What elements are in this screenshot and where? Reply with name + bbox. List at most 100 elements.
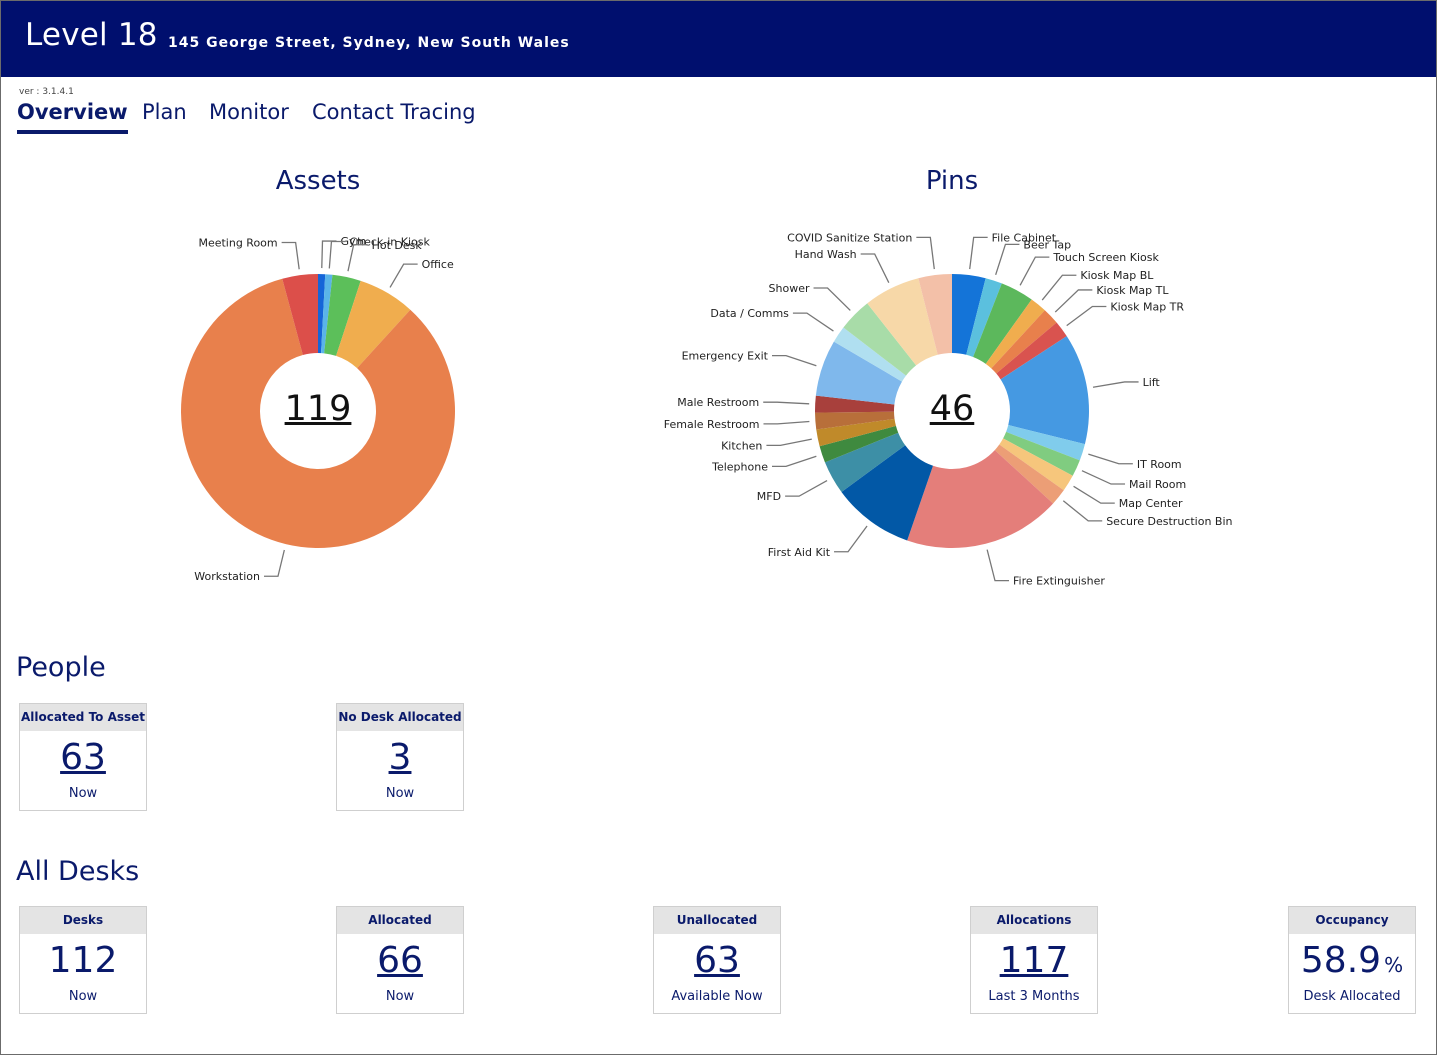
all-desks-section-title: All Desks: [16, 856, 140, 887]
card-desks: Desks 112 Now: [19, 906, 147, 1014]
leader-line: [771, 455, 817, 468]
card-value-link[interactable]: 3: [388, 737, 412, 778]
card-value-link[interactable]: 63: [694, 940, 740, 981]
card-allocations: Allocations 117 Last 3 Months: [970, 906, 1098, 1014]
slice-secure-destruction-bin[interactable]: [994, 444, 1064, 504]
slice-label: Kiosk Map TR: [1110, 300, 1184, 313]
leader-line: [1088, 453, 1133, 465]
leader-line: [281, 241, 300, 270]
slice-label: Meeting Room: [198, 236, 277, 249]
slice-label: Data / Comms: [710, 307, 789, 320]
leader-line: [995, 243, 1020, 276]
leader-line: [763, 401, 810, 405]
leader-line: [834, 525, 868, 553]
slice-mfd[interactable]: [824, 432, 906, 492]
card-subtitle: Now: [68, 786, 98, 801]
card-unallocated: Unallocated 63 Available Now: [653, 906, 781, 1014]
leader-line: [1081, 470, 1126, 485]
slice-label: File Cabinet: [992, 231, 1057, 244]
assets-total-link[interactable]: 119: [284, 389, 352, 429]
slice-lift[interactable]: [1000, 336, 1089, 445]
slice-data-comms[interactable]: [833, 327, 907, 382]
slice-meeting-room[interactable]: [282, 274, 318, 356]
slice-kiosk-map-tr[interactable]: [996, 322, 1067, 380]
slice-file-cabinet[interactable]: [952, 274, 986, 355]
leader-line: [1073, 485, 1115, 504]
leader-line: [969, 236, 988, 270]
card-subtitle: Last 3 Months: [988, 989, 1080, 1004]
slice-label: Female Restroom: [664, 418, 760, 431]
card-header: Allocated To Asset: [20, 704, 146, 731]
slice-label: Beer Tap: [1023, 238, 1071, 251]
card-header: Allocations: [971, 907, 1097, 934]
people-section-title: People: [16, 652, 106, 683]
slice-it-room[interactable]: [1006, 425, 1085, 461]
pins-chart-title: Pins: [925, 166, 979, 196]
slice-kiosk-map-bl[interactable]: [985, 299, 1045, 369]
slice-label: Map Center: [1119, 497, 1183, 510]
slice-office[interactable]: [336, 280, 411, 369]
slice-shower[interactable]: [843, 303, 917, 376]
slice-male-restroom[interactable]: [815, 395, 895, 413]
slice-covid-sanitize-station[interactable]: [918, 274, 952, 355]
slice-label: Touch Screen Kiosk: [1052, 251, 1159, 264]
tab-contact-tracing[interactable]: Contact Tracing: [312, 100, 476, 124]
slice-touch-screen-kiosk[interactable]: [973, 283, 1032, 364]
card-allocated: Allocated 66 Now: [336, 906, 464, 1014]
tab-overview[interactable]: Overview: [17, 100, 128, 134]
card-header: Unallocated: [654, 907, 780, 934]
leader-line: [347, 244, 368, 272]
slice-workstation[interactable]: [181, 278, 456, 548]
slice-label: Hand Wash: [795, 248, 857, 261]
slice-kiosk-map-tl[interactable]: [991, 310, 1057, 374]
slice-telephone[interactable]: [819, 425, 899, 463]
slice-hot-desk[interactable]: [324, 274, 361, 356]
slice-label: Mail Room: [1129, 478, 1186, 491]
version-label: ver : 3.1.4.1: [19, 87, 74, 97]
slice-check-in-kiosk[interactable]: [321, 274, 333, 354]
leader-line: [813, 287, 851, 311]
slice-label: MFD: [757, 490, 781, 503]
slice-label: Secure Destruction Bin: [1106, 515, 1232, 528]
pins-total-link[interactable]: 46: [929, 389, 975, 429]
card-value-link[interactable]: 117: [999, 940, 1069, 981]
leader-line: [389, 263, 418, 288]
slice-label: Kitchen: [721, 439, 762, 452]
percent-unit: %: [1384, 953, 1404, 977]
slice-kitchen[interactable]: [816, 418, 896, 447]
leader-line: [1041, 274, 1077, 301]
card-header: Desks: [20, 907, 146, 934]
slice-label: Check-in Kiosk: [349, 236, 430, 249]
slice-label: Office: [422, 258, 454, 271]
card-subtitle: Now: [385, 989, 415, 1004]
page-title: Level 18: [25, 17, 158, 53]
leader-line: [1092, 381, 1139, 388]
card-value-link[interactable]: 63: [60, 737, 106, 778]
leader-line: [771, 354, 817, 367]
leader-line: [916, 236, 935, 270]
slice-first-aid-kit[interactable]: [841, 445, 934, 541]
slice-emergency-exit[interactable]: [815, 341, 902, 405]
tab-plan[interactable]: Plan: [142, 100, 187, 124]
leader-line: [766, 438, 812, 447]
slice-female-restroom[interactable]: [815, 411, 895, 430]
slice-fire-extinguisher[interactable]: [907, 450, 1054, 548]
slice-beer-tap[interactable]: [966, 278, 1002, 357]
slice-map-center[interactable]: [999, 438, 1073, 491]
slice-label: Workstation: [194, 570, 260, 583]
card-value: 112: [48, 940, 118, 981]
card-occupancy: Occupancy 58.9% Desk Allocated: [1288, 906, 1416, 1014]
card-subtitle: Now: [68, 989, 98, 1004]
slice-label: Emergency Exit: [682, 350, 769, 363]
leader-line: [763, 420, 810, 425]
slice-mail-room[interactable]: [1003, 431, 1080, 476]
leader-line: [1062, 500, 1103, 522]
leader-line: [860, 253, 890, 284]
slice-gym[interactable]: [318, 274, 326, 354]
slice-hand-wash[interactable]: [867, 278, 938, 366]
card-value-link[interactable]: 66: [377, 940, 423, 981]
tab-monitor[interactable]: Monitor: [209, 100, 289, 124]
